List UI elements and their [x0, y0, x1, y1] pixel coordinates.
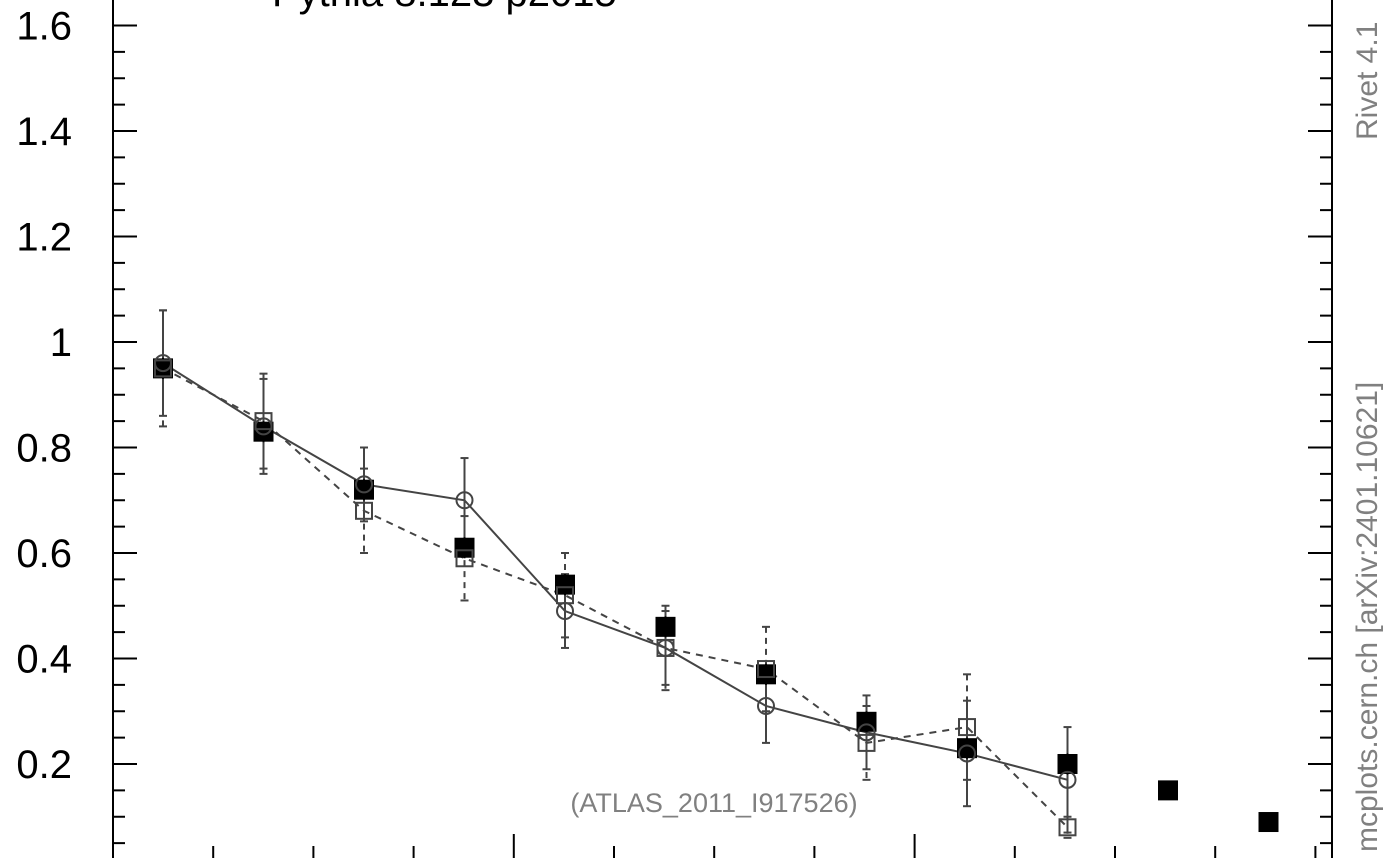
open-square-marker: [757, 660, 775, 679]
open-circle-marker: [1058, 770, 1077, 789]
series-solid-line: [162, 362, 1068, 781]
analysis-label: (ATLAS_2011_I917526): [570, 788, 857, 818]
y-tick-label: 0.4: [16, 638, 72, 682]
data-point-marker: [454, 537, 475, 558]
open-square-marker: [857, 733, 876, 752]
y-tick-label: 0.8: [16, 427, 72, 471]
data-point-marker: [655, 616, 676, 637]
y-tick-label: 1.2: [16, 216, 72, 260]
open-circle-marker: [857, 723, 876, 742]
data-point-marker: [253, 421, 274, 442]
solid-error-bar: [1063, 726, 1072, 834]
data-point-marker: [354, 479, 374, 500]
y-tick-label: 1.6: [16, 5, 72, 49]
data-point-marker: [957, 738, 977, 759]
series-dashed-line: [162, 367, 1069, 829]
series-layer: [153, 309, 1279, 839]
open-square-marker: [254, 412, 273, 431]
data-point-marker: [153, 358, 173, 379]
open-circle-marker: [556, 602, 574, 621]
mcplots-source-label: mcplots.cern.ch [arXiv:2401.10621]: [1351, 382, 1384, 852]
y-tick-label: 0.6: [16, 532, 72, 576]
axis-ticks: [112, 24, 1332, 858]
chart-title-fragment: Pythia 8.123 p2015: [272, 0, 617, 15]
data-point-marker: [1158, 780, 1178, 801]
y-tick-label: 1: [50, 321, 72, 365]
y-tick-label: 0.2: [16, 743, 72, 787]
data-point-marker: [555, 574, 575, 595]
open-square-marker: [958, 718, 976, 737]
data-point-marker: [1057, 754, 1078, 774]
open-square-marker: [1058, 818, 1077, 837]
open-circle-marker: [254, 417, 273, 436]
open-circle-marker: [958, 744, 976, 763]
open-circle-marker: [355, 475, 373, 494]
open-circle-marker: [154, 354, 172, 373]
open-square-marker: [355, 501, 373, 520]
open-square-marker: [455, 549, 474, 568]
open-circle-marker: [455, 491, 474, 510]
data-point-marker: [756, 664, 776, 685]
y-tick-label: 1.4: [16, 110, 72, 154]
rivet-version-label: Rivet 4.1: [1351, 22, 1384, 140]
y-tick-labels: 0.2 0.4 0.6 0.8 1 1.2 1.4 1.6: [16, 5, 72, 788]
data-point-marker: [1258, 812, 1279, 833]
open-circle-marker: [757, 696, 775, 715]
open-square-marker: [154, 359, 172, 378]
open-circle-marker: [656, 638, 675, 657]
